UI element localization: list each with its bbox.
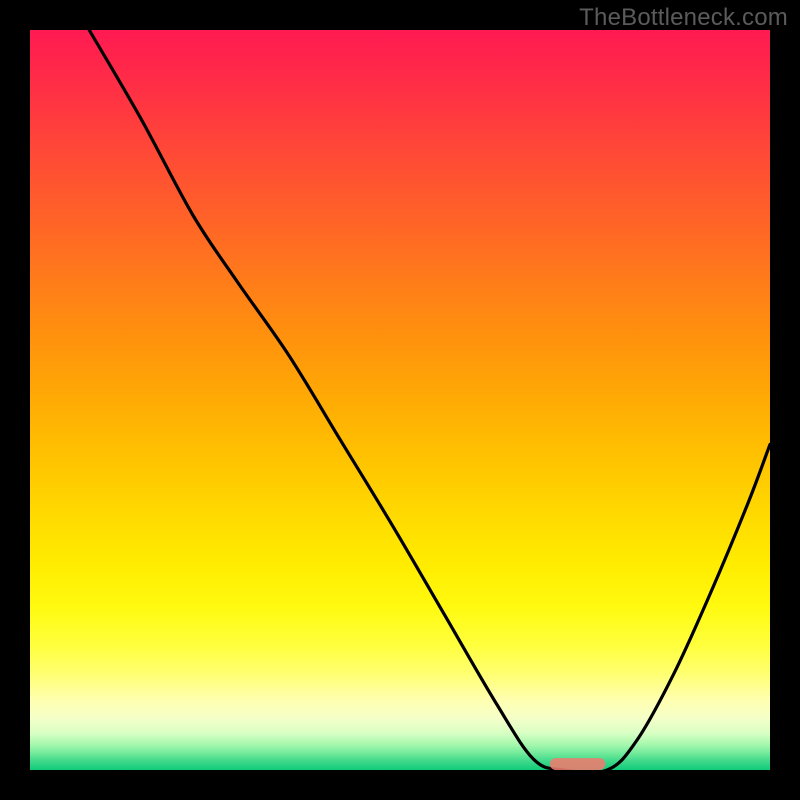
chart-frame: TheBottleneck.com <box>0 0 800 800</box>
plot-area <box>30 30 770 770</box>
gradient-background <box>30 30 770 770</box>
watermark-text: TheBottleneck.com <box>579 4 788 32</box>
